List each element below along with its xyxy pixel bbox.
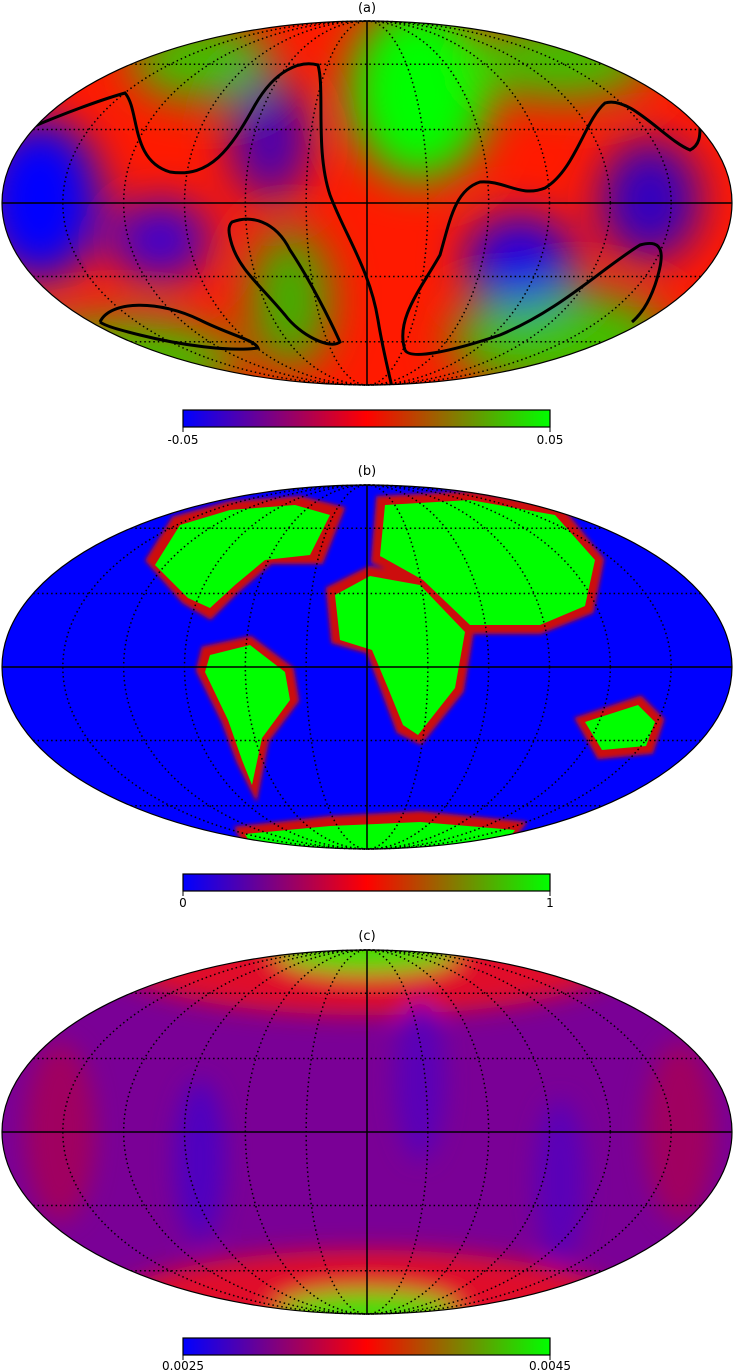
map-outline (1, 20, 733, 386)
panel-c-colorbar (182, 1337, 551, 1356)
map-outline (1, 484, 733, 850)
panel-a-graticule (1, 20, 733, 386)
panel-c-graticule (1, 949, 733, 1315)
panel-c-colorbar-max: 0.0045 (529, 1359, 571, 1371)
panel-a-colorbar-max: 0.05 (537, 433, 564, 447)
panel-c-title: (c) (358, 929, 375, 944)
contour-line (403, 242, 663, 356)
panel-c-colorbar-min: 0.0025 (162, 1359, 204, 1371)
panel-a-colorbar (182, 409, 551, 428)
contour-line (98, 303, 261, 351)
panel-b-colorbar-max: 1 (546, 896, 554, 910)
panel-a-title: (a) (358, 1, 376, 16)
contour-line (29, 62, 394, 385)
panel-b-colorbar (182, 873, 551, 892)
contour-line (401, 100, 702, 351)
panel-a-colorbar-min: -0.05 (167, 433, 198, 447)
panel-b-graticule (1, 484, 733, 850)
panel-b-colorbar-min: 0 (179, 896, 187, 910)
map-outline (1, 949, 733, 1315)
panel-b-title: (b) (358, 464, 376, 479)
